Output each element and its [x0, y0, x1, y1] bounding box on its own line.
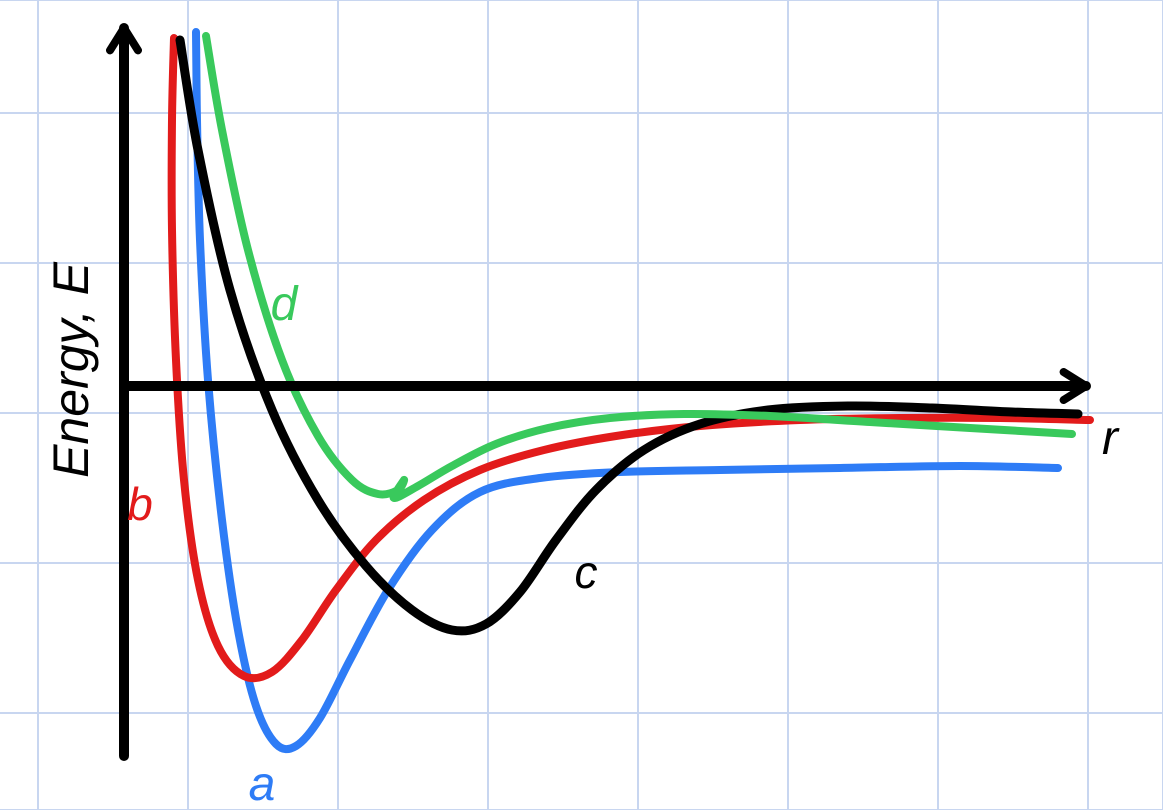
series-label-b: b — [127, 478, 153, 530]
y-axis-label: Energy, E — [43, 261, 99, 477]
series-label-a: a — [249, 758, 276, 810]
series-label-c: c — [575, 546, 598, 598]
x-axis-label: r — [1102, 412, 1120, 465]
potential-energy-chart: Energy, E r a b c d — [0, 0, 1163, 810]
chart-svg: Energy, E r a b c d — [0, 0, 1163, 810]
series-label-d: d — [271, 278, 299, 331]
